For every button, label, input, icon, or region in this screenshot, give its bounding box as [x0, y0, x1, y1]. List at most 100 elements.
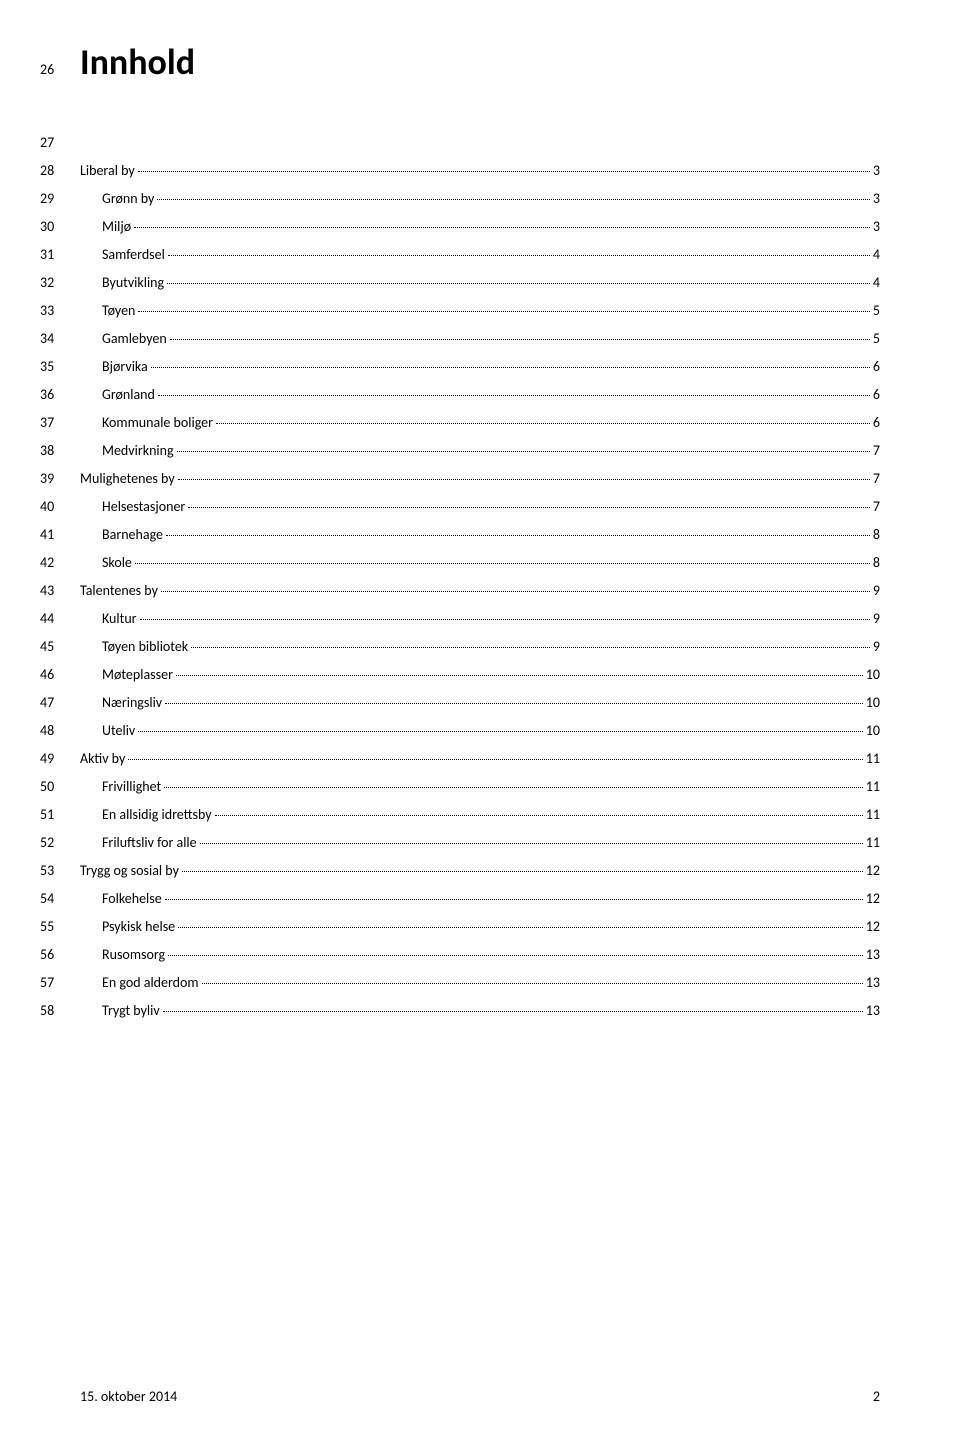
toc-row: 58Trygt byliv13: [40, 1002, 880, 1019]
toc-label: En god alderdom: [102, 974, 199, 991]
toc-page-number: 6: [873, 358, 880, 375]
toc-line-number: 40: [40, 498, 80, 515]
toc-row: 39Mulighetenes by7: [40, 470, 880, 487]
toc-entry: Bjørvika6: [102, 358, 880, 375]
toc-line-number: 56: [40, 946, 80, 963]
toc-page-number: 8: [873, 554, 880, 571]
toc-leader-dots: [138, 731, 863, 732]
page-title: Innhold: [80, 40, 195, 84]
toc-leader-dots: [202, 983, 863, 984]
toc-row: 43Talentenes by9: [40, 582, 880, 599]
toc-leader-dots: [128, 759, 862, 760]
toc-row: 35Bjørvika6: [40, 358, 880, 375]
toc-leader-dots: [157, 199, 869, 200]
toc-row: 56Rusomsorg13: [40, 946, 880, 963]
toc-label: En allsidig idrettsby: [102, 806, 212, 823]
toc-line-number: 31: [40, 246, 80, 263]
toc-entry: Barnehage8: [102, 526, 880, 543]
toc-line-number: 43: [40, 582, 80, 599]
toc-page-number: 3: [873, 190, 880, 207]
toc-label: Mulighetenes by: [80, 470, 175, 487]
toc-label: Barnehage: [102, 526, 163, 543]
toc-line-number: 48: [40, 722, 80, 739]
toc-label: Folkehelse: [102, 890, 162, 907]
toc-leader-dots: [165, 899, 863, 900]
toc-row: 47Næringsliv10: [40, 694, 880, 711]
toc-page-number: 10: [866, 666, 880, 683]
toc-leader-dots: [166, 535, 870, 536]
toc-row: 40 Helsestasjoner 7: [40, 498, 880, 515]
toc-line-number: 39: [40, 470, 80, 487]
toc-leader-dots: [176, 675, 863, 676]
toc-leader-dots: [170, 339, 870, 340]
toc-label: Talentenes by: [80, 582, 158, 599]
toc-row: 28Liberal by3: [40, 162, 880, 179]
toc-line-number: 33: [40, 302, 80, 319]
toc-row: 33 Tøyen5: [40, 302, 880, 319]
toc-row: 52Friluftsliv for alle11: [40, 834, 880, 851]
footer-date: 15. oktober 2014: [80, 1388, 177, 1405]
toc-line-number: 34: [40, 330, 80, 347]
toc-label: Kommunale boliger: [102, 414, 213, 431]
toc-row: 31Samferdsel4: [40, 246, 880, 263]
toc-entry: Grønn by 3: [102, 190, 880, 207]
toc-page-number: 3: [873, 218, 880, 235]
toc-entry: Byutvikling4: [102, 274, 880, 291]
toc-page-number: 12: [866, 862, 880, 879]
toc-page-number: 11: [866, 806, 880, 823]
toc-row: 41 Barnehage8: [40, 526, 880, 543]
toc-page-number: 10: [866, 694, 880, 711]
toc-row: 32 Byutvikling4: [40, 274, 880, 291]
toc-page-number: 13: [866, 1002, 880, 1019]
toc-row: 53Trygg og sosial by 12: [40, 862, 880, 879]
toc-row: 30Miljø3: [40, 218, 880, 235]
toc-leader-dots: [161, 591, 870, 592]
footer: 15. oktober 2014 2: [80, 1388, 880, 1405]
toc-line-number: 32: [40, 274, 80, 291]
toc-entry: Trygg og sosial by 12: [80, 862, 880, 879]
toc-leader-dots: [158, 395, 870, 396]
toc-entry: Aktiv by11: [80, 750, 880, 767]
toc-page-number: 13: [866, 974, 880, 991]
toc-label: Medvirkning: [102, 442, 174, 459]
toc-label: Helsestasjoner: [102, 498, 185, 515]
toc-row: 55Psykisk helse12: [40, 918, 880, 935]
toc-line-number: 52: [40, 834, 80, 851]
empty-line-number: 27: [40, 134, 80, 151]
toc-page-number: 7: [873, 498, 880, 515]
title-row: 26 Innhold: [40, 40, 880, 84]
toc-entry: Tøyen bibliotek9: [102, 638, 880, 655]
toc-leader-dots: [140, 619, 870, 620]
toc-entry: Medvirkning7: [102, 442, 880, 459]
toc-label: Gamlebyen: [102, 330, 167, 347]
toc-page-number: 4: [873, 274, 880, 291]
toc-line-number: 37: [40, 414, 80, 431]
toc-leader-dots: [164, 787, 863, 788]
toc-entry: En god alderdom 13: [102, 974, 880, 991]
toc-leader-dots: [168, 955, 863, 956]
toc-label: Friluftsliv for alle: [102, 834, 197, 851]
toc-page-number: 5: [873, 330, 880, 347]
toc-label: Frivillighet: [102, 778, 161, 795]
toc-label: Grønn by: [102, 190, 154, 207]
toc-row: 37Kommunale boliger6: [40, 414, 880, 431]
toc-leader-dots: [168, 255, 870, 256]
toc-label: Trygg og sosial by: [80, 862, 179, 879]
toc-row: 42 Skole 8: [40, 554, 880, 571]
toc-entry: Psykisk helse12: [102, 918, 880, 935]
toc-label: Skole: [102, 554, 132, 571]
toc-line-number: 41: [40, 526, 80, 543]
toc-line-number: 42: [40, 554, 80, 571]
toc-line-number: 53: [40, 862, 80, 879]
toc-entry: Grønland6: [102, 386, 880, 403]
toc-entry: Tøyen5: [102, 302, 880, 319]
toc-line-number: 36: [40, 386, 80, 403]
toc-row: 45Tøyen bibliotek9: [40, 638, 880, 655]
toc-entry: Kultur9: [102, 610, 880, 627]
toc-leader-dots: [167, 283, 870, 284]
toc-label: Grønland: [102, 386, 155, 403]
toc-leader-dots: [135, 563, 870, 564]
toc-row: 48Uteliv10: [40, 722, 880, 739]
toc-row: 36 Grønland6: [40, 386, 880, 403]
toc-row: 49Aktiv by11: [40, 750, 880, 767]
